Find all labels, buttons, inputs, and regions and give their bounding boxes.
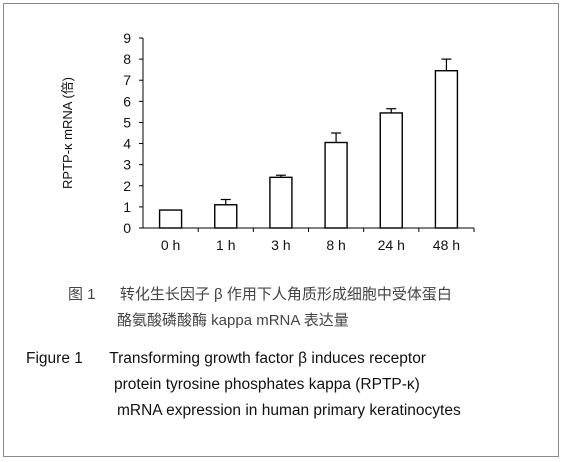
bar bbox=[324, 141, 348, 229]
chart-tick-labels: 0 1 2 3 4 5 6 7 8 9 0 h 1 h 3 h 8 h 24 h 48 h bbox=[123, 30, 460, 253]
caption-en-line1: Figure 1 Transforming growth factor β in… bbox=[26, 348, 426, 370]
caption-en-line2: protein tyrosine phosphates kappa (RPTP-… bbox=[114, 376, 420, 393]
caption-en-label: Figure 1 bbox=[26, 350, 83, 367]
caption-zh-label: 图 1 bbox=[68, 286, 96, 303]
y-axis-label: RPTP-κ mRNA (倍) bbox=[60, 77, 75, 189]
figure-frame bbox=[3, 3, 559, 457]
bar bbox=[434, 70, 459, 229]
caption-en-text1: Transforming growth factor β induces rec… bbox=[109, 350, 426, 367]
x-tick-label: 24 h bbox=[378, 237, 405, 253]
x-tick-label: 8 h bbox=[326, 237, 345, 253]
y-tick-label: 3 bbox=[123, 157, 131, 173]
x-tick-label: 3 h bbox=[271, 237, 290, 253]
bar bbox=[158, 209, 183, 229]
y-tick-label: 1 bbox=[123, 199, 131, 215]
chart-axes bbox=[139, 37, 475, 232]
y-tick-label: 0 bbox=[123, 220, 131, 236]
chart-bars bbox=[158, 70, 459, 229]
y-tick-label: 8 bbox=[123, 51, 131, 67]
bar-chart: 0 1 2 3 4 5 6 7 8 9 0 h 1 h 3 h 8 h 24 h 48 h RPTP-κ mR… bbox=[60, 30, 475, 253]
y-tick-label: 2 bbox=[123, 178, 131, 194]
caption-zh-line1: 图 1 转化生长因子 β 作用下人角质形成细胞中受体蛋白 bbox=[68, 284, 452, 306]
y-tick-label: 9 bbox=[123, 30, 131, 46]
bar bbox=[214, 204, 238, 229]
y-tick-label: 4 bbox=[123, 136, 131, 152]
caption-zh-line2: 酪氨酸磷酸酶 kappa mRNA 表达量 bbox=[117, 312, 349, 329]
bar bbox=[269, 176, 293, 229]
x-tick-label: 1 h bbox=[216, 237, 235, 253]
y-tick-label: 5 bbox=[123, 114, 131, 130]
caption-zh-text1: 转化生长因子 β 作用下人角质形成细胞中受体蛋白 bbox=[119, 286, 452, 303]
chart-error-bars bbox=[220, 58, 452, 205]
y-tick-label: 6 bbox=[123, 93, 131, 109]
y-tick-label: 7 bbox=[123, 72, 131, 88]
x-tick-label: 48 h bbox=[433, 237, 460, 253]
caption-en-line3: mRNA expression in human primary keratin… bbox=[117, 402, 461, 419]
x-tick-label: 0 h bbox=[161, 237, 180, 253]
bar bbox=[379, 112, 403, 229]
